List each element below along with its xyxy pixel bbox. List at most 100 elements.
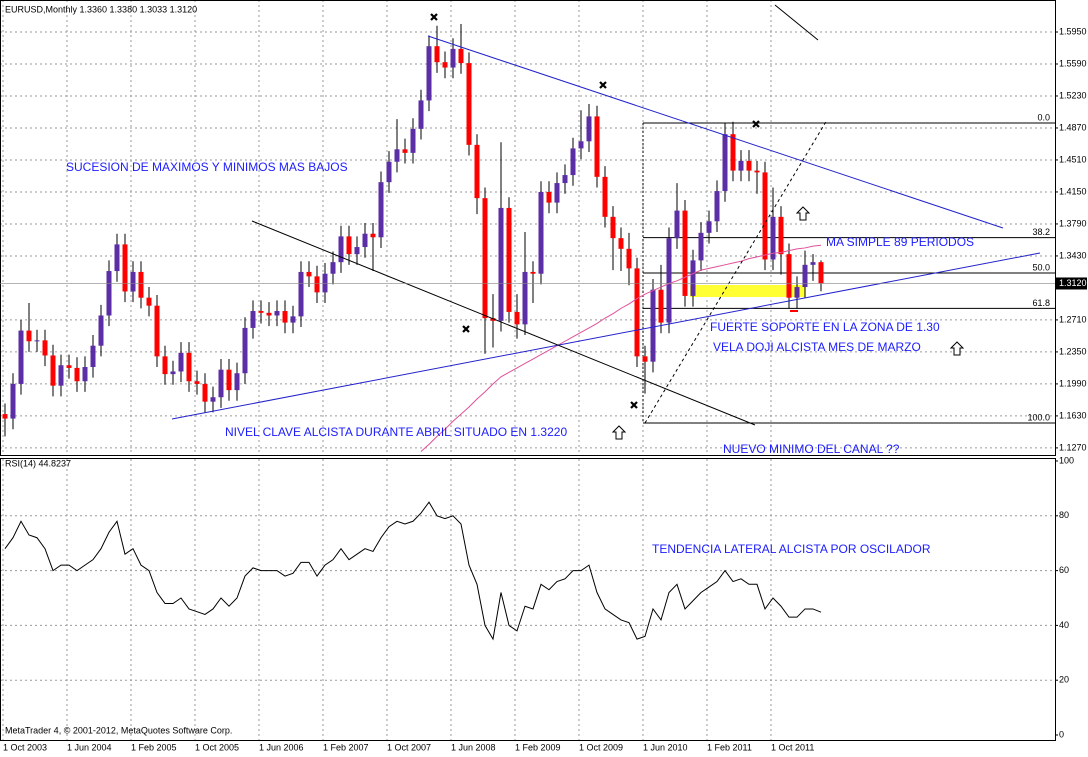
candle-body [794,287,800,298]
trend-line [171,252,1041,420]
candle-body [250,311,256,328]
grid [0,0,1055,740]
candle-body [498,207,504,321]
candle-body [130,271,136,292]
candle-body [450,48,456,68]
candle-body [786,254,792,298]
candle-body [298,271,304,317]
candle-body [770,216,776,260]
rsi-panel [0,458,1056,741]
candle-body [98,315,104,346]
candle-body [442,62,448,68]
candle-body [170,371,176,375]
x-marker [599,81,607,89]
y-tick-label: 1.4150 [1059,186,1087,196]
candle-body [106,271,112,316]
annotation: SUCESION DE MAXIMOS Y MINIMOS MAS BAJOS [66,160,348,174]
fib-label: 0.0 [1037,112,1050,122]
candle-body [730,134,736,171]
candle-body [570,148,576,176]
x-marker [752,120,760,128]
candle-body [594,116,600,177]
candle-body [2,414,8,419]
support-zone [690,285,805,297]
annotation: MA SIMPLE 89 PERIODOS [826,235,974,249]
rsi-title: RSI(14) 44.8237 [5,458,71,468]
x-markers [430,13,760,409]
fib-label: 100.0 [1027,412,1050,422]
candle-body [74,367,80,382]
arrow-icon [949,341,965,356]
candle-body [178,352,184,372]
last-price-label: 1.3120 [1059,278,1087,288]
y-tick-label: 100 [1059,455,1074,465]
candle-body [674,210,680,239]
y-tick-label: 1.2710 [1059,314,1087,324]
candle-body [234,373,240,391]
candle-body [362,233,368,248]
trend-lines [171,4,1041,426]
candle-body [634,268,640,357]
fib-label: 61.8 [1032,298,1050,308]
x-tick-label: 1 Jun 2010 [643,742,688,752]
candle-body [114,244,120,272]
candle-body [186,352,192,382]
candle-body [266,312,272,316]
y-tick-label: 1.4510 [1059,154,1087,164]
candle-body [290,316,296,323]
candle-body [818,262,824,284]
y-tick-label: 1.3790 [1059,218,1087,228]
candle-body [458,48,464,64]
x-tick-label: 1 Oct 2007 [387,742,431,752]
y-tick-label: 60 [1059,565,1069,575]
candle-body [802,264,808,288]
x-tick-label: 1 Oct 2003 [3,742,47,752]
candle-body [602,176,608,217]
candle-body [282,311,288,323]
candle-body [34,340,40,342]
y-tick-label: 0 [1059,729,1064,739]
candle-body [202,383,208,402]
arrow-icon [795,206,811,221]
x-tick-label: 1 Jun 2004 [67,742,112,752]
candle-body [418,100,424,129]
candle-body [538,191,544,274]
candle-body [666,238,672,323]
x-tick-label: 1 Jun 2006 [259,742,304,752]
candle-body [50,355,56,386]
annotation: VELA DOJI ALCISTA MES DE MARZO [713,340,921,354]
candle-body [714,191,720,222]
candle-body [58,365,64,386]
candle-body [26,330,32,342]
candle-body [66,365,72,368]
candle-body [42,340,48,356]
x-tick-label: 1 Oct 2005 [195,742,239,752]
candle-body [746,160,752,171]
candle-body [154,305,160,357]
x-marker [430,13,438,21]
arrow-icon [611,425,627,440]
trend-line [251,220,756,426]
fibonacci: 0.0 38.2 50.0 61.8 100.0 [642,112,1055,424]
candle-body [242,327,248,374]
candle-body [90,345,96,368]
candle-body [810,262,816,265]
candle-body [578,141,584,149]
candle-body [778,216,784,255]
candle-body [650,289,656,362]
last-price-box [1056,277,1087,290]
candle-body [610,216,616,239]
candle-body [410,128,416,153]
candle-body [466,63,472,145]
annotation: NIVEL CLAVE ALCISTA DURANTE ABRIL SITUAD… [225,425,567,439]
candle-body [506,207,512,312]
candle-body [226,369,232,391]
candle-body [530,271,536,274]
y-tick-label: 1.2350 [1059,346,1087,356]
candle-body [330,262,336,274]
y-tick-label: 20 [1059,675,1069,685]
candle-body [146,297,152,306]
candle-body [346,236,352,255]
y-tick-label: 1.5590 [1059,58,1087,68]
